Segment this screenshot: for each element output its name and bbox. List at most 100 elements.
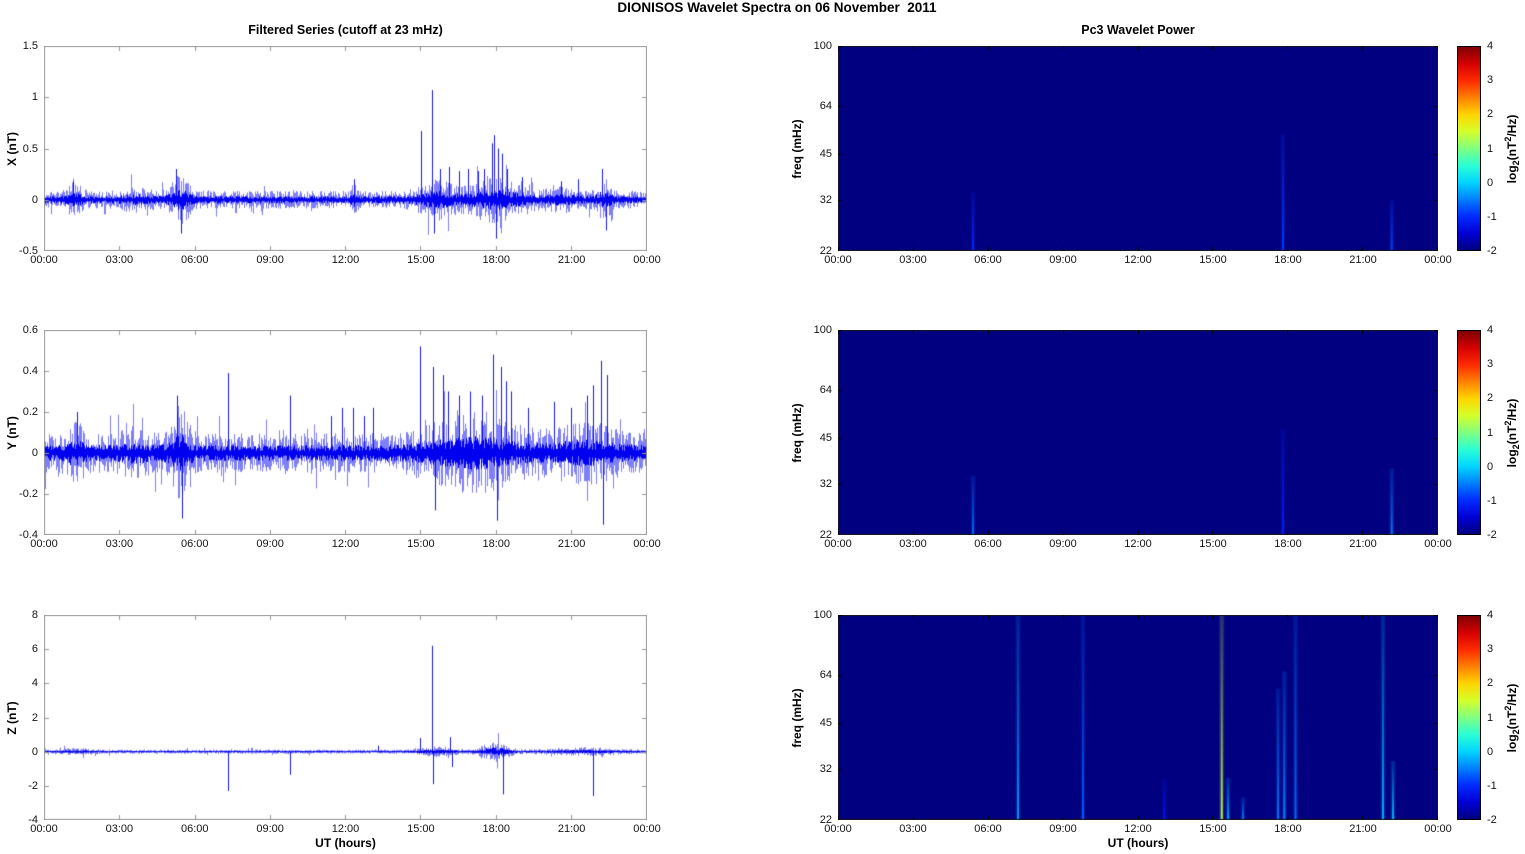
colorbar-label-text: /Hz): [1504, 683, 1519, 706]
freq-tick-label: 22: [819, 529, 832, 541]
x-tick-label: 12:00: [331, 254, 360, 266]
x-tick-label: 09:00: [256, 254, 284, 266]
y-tick-label: 0.2: [22, 406, 38, 418]
x-tick-label: 21:00: [557, 823, 586, 835]
freq-tick-label: 32: [819, 194, 832, 207]
colorbar-label-text: log: [1504, 733, 1519, 752]
x-tick-label: 21:00: [1349, 538, 1377, 550]
freq-tick-label: 64: [819, 100, 832, 113]
colorbar-tick-label: -2: [1487, 814, 1497, 826]
x-tick-label: 18:00: [482, 538, 511, 550]
x-tick-label: 12:00: [331, 823, 360, 835]
x-tick-label: 00:00: [633, 538, 661, 550]
x-tick-label: 00:00: [824, 254, 852, 266]
x-tick-label: 00:00: [30, 538, 58, 550]
ylabel-freq-mhz: freq (mHz): [790, 402, 804, 463]
x-tick-label: 06:00: [180, 823, 209, 835]
y-tick-label: 0: [31, 193, 38, 206]
x-filtered-series-plot: [44, 46, 647, 251]
x-tick-label: 03:00: [899, 823, 927, 835]
x-tick-label: 18:00: [1274, 823, 1302, 835]
y-tick-label: 0.4: [22, 365, 38, 377]
x-tick-label: 00:00: [633, 823, 661, 835]
xlabel-ut-hours-left: UT (hours): [315, 836, 376, 850]
colorbar-label-text: /Hz): [1504, 398, 1519, 421]
x-tick-label: 15:00: [407, 254, 435, 266]
x-tick-label: 12:00: [1124, 823, 1152, 835]
colorbar-label-sub: 2: [1511, 443, 1522, 449]
freq-tick-label: 22: [819, 814, 832, 826]
colorbar-tick-label: 0: [1487, 460, 1494, 473]
colorbar: [1457, 615, 1481, 820]
x-tick-label: 03:00: [105, 538, 134, 550]
freq-tick-label: 32: [819, 763, 832, 776]
freq-tick-label: 45: [819, 148, 832, 161]
x-tick-label: 18:00: [1274, 254, 1302, 266]
colorbar-tick-label: 3: [1487, 74, 1494, 87]
x-tick-label: 15:00: [1199, 823, 1227, 835]
y-tick-label: 0: [31, 745, 38, 758]
freq-tick-label: 22: [819, 245, 832, 257]
colorbar-label-sup: 2: [1502, 705, 1513, 711]
x-tick-label: 00:00: [824, 538, 852, 550]
y-tick-label: 0: [31, 447, 38, 459]
x-wavelet-spectrogram: [838, 46, 1438, 251]
colorbar-tick-label: 3: [1487, 358, 1494, 371]
x-tick-label: 21:00: [1349, 254, 1377, 266]
colorbar-tick-label: 0: [1487, 745, 1494, 758]
y-tick-label: -4: [28, 814, 38, 826]
x-tick-label: 06:00: [974, 254, 1002, 266]
colorbar-label-sub: 2: [1511, 159, 1522, 165]
x-tick-label: 06:00: [180, 538, 209, 550]
x-tick-label: 00:00: [1424, 538, 1452, 550]
colorbar: [1457, 46, 1481, 251]
y-tick-label: -0.4: [19, 529, 38, 541]
x-tick-label: 00:00: [30, 823, 58, 835]
figure-title: DIONISOS Wavelet Spectra on 06 November …: [617, 0, 937, 15]
x-tick-label: 06:00: [180, 254, 209, 266]
x-tick-label: 15:00: [407, 538, 435, 550]
y-tick-label: 0.6: [22, 324, 38, 336]
colorbar-label-text: log: [1504, 448, 1519, 467]
x-tick-label: 21:00: [1349, 823, 1377, 835]
colorbar-tick-label: 1: [1487, 142, 1494, 155]
colorbar-label: log2(nT2/Hz): [1503, 398, 1521, 467]
colorbar-tick-label: 3: [1487, 643, 1494, 656]
x-tick-label: 03:00: [899, 538, 927, 550]
colorbar-label: log2(nT2/Hz): [1503, 683, 1521, 752]
freq-tick-label: 64: [819, 384, 832, 397]
x-tick-label: 18:00: [482, 823, 511, 835]
colorbar-tick-label: 2: [1487, 392, 1494, 405]
colorbar-tick-label: 4: [1487, 324, 1494, 336]
colorbar-label-text: /Hz): [1504, 114, 1519, 137]
freq-tick-label: 45: [819, 717, 832, 730]
x-tick-label: 03:00: [105, 254, 134, 266]
x-tick-label: 15:00: [1199, 254, 1227, 266]
colorbar-label-text: (nT: [1504, 425, 1519, 444]
colorbar: [1457, 330, 1481, 535]
left-column-title: Filtered Series (cutoff at 23 mHz): [248, 23, 443, 37]
y-tick-label: -0.5: [19, 245, 38, 257]
ylabel-x-nt: X (nT): [5, 131, 19, 166]
colorbar-label-sub: 2: [1511, 728, 1522, 734]
freq-tick-label: 32: [819, 478, 832, 491]
y-tick-label: 4: [31, 677, 38, 690]
ylabel-y-nt: Y (nT): [5, 415, 19, 450]
ylabel-freq-mhz: freq (mHz): [790, 118, 804, 179]
colorbar-label-sup: 2: [1502, 420, 1513, 426]
colorbar-label-text: (nT: [1504, 710, 1519, 729]
x-tick-label: 00:00: [30, 254, 58, 266]
x-tick-label: 12:00: [1124, 254, 1152, 266]
x-tick-label: 09:00: [1049, 823, 1077, 835]
x-tick-label: 00:00: [633, 254, 661, 266]
colorbar-label: log2(nT2/Hz): [1503, 114, 1521, 183]
x-tick-label: 15:00: [1199, 538, 1227, 550]
y-tick-label: 6: [31, 643, 38, 656]
y-filtered-series-plot: [44, 330, 647, 535]
colorbar-tick-label: -1: [1487, 494, 1497, 507]
x-tick-label: 21:00: [557, 538, 586, 550]
z-wavelet-spectrogram: [838, 615, 1438, 820]
x-tick-label: 12:00: [1124, 538, 1152, 550]
colorbar-tick-label: 4: [1487, 609, 1494, 621]
